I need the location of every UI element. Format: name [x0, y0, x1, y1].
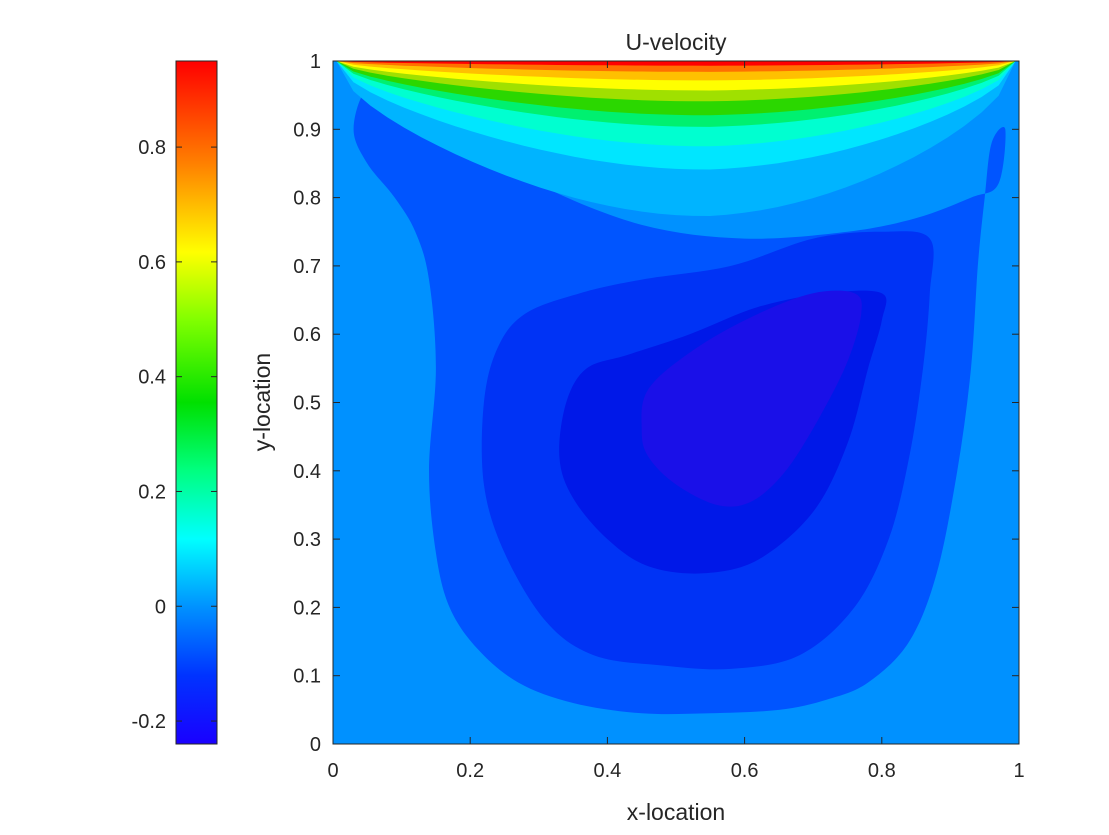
y-tick-label: 1	[310, 51, 321, 73]
y-axis-ticks: 0 0.1 0.2 0.3 0.4 0.5 0.6 0.7 0.8 0.9 1	[293, 51, 1019, 756]
x-tick-label: 0.6	[731, 760, 759, 782]
x-tick-label: 0.2	[456, 760, 484, 782]
y-tick-label: 0.7	[293, 256, 321, 278]
y-tick-label: 0	[310, 734, 321, 756]
x-tick-label: 0.8	[868, 760, 896, 782]
colorbar-tick-label: 0	[155, 596, 166, 618]
x-axis-ticks: 0 0.2 0.4 0.6 0.8 1	[327, 61, 1025, 782]
colorbar: -0.2 0 0.2 0.4 0.6 0.8	[132, 60, 218, 745]
x-tick-label: 0	[327, 760, 338, 782]
colorbar-gradient	[175, 60, 218, 745]
chart-title: U-velocity	[626, 29, 727, 55]
lid-band-9	[336, 61, 1016, 66]
colorbar-tick-label: 0.2	[138, 481, 166, 503]
y-tick-label: 0.9	[293, 119, 321, 141]
x-axis-label: x-location	[627, 799, 725, 825]
colorbar-tick-label: 0.8	[138, 137, 166, 159]
y-tick-label: 0.1	[293, 666, 321, 688]
y-tick-label: 0.2	[293, 597, 321, 619]
contour-region-3	[641, 290, 862, 507]
y-tick-label: 0.6	[293, 324, 321, 346]
colorbar-tick-label: 0.4	[138, 367, 166, 389]
x-tick-label: 0.4	[593, 760, 621, 782]
y-tick-label: 0.3	[293, 529, 321, 551]
x-tick-label: 1	[1013, 760, 1024, 782]
y-axis-label: y-location	[249, 353, 275, 451]
contour-layers	[333, 61, 1019, 744]
colorbar-tick-label: -0.2	[132, 711, 166, 733]
colorbar-ticks: -0.2 0 0.2 0.4 0.6 0.8	[132, 137, 217, 733]
y-tick-label: 0.5	[293, 393, 321, 415]
colorbar-tick-label: 0.6	[138, 252, 166, 274]
y-tick-label: 0.8	[293, 188, 321, 210]
plot-area	[332, 60, 1020, 745]
y-tick-label: 0.4	[293, 461, 321, 483]
